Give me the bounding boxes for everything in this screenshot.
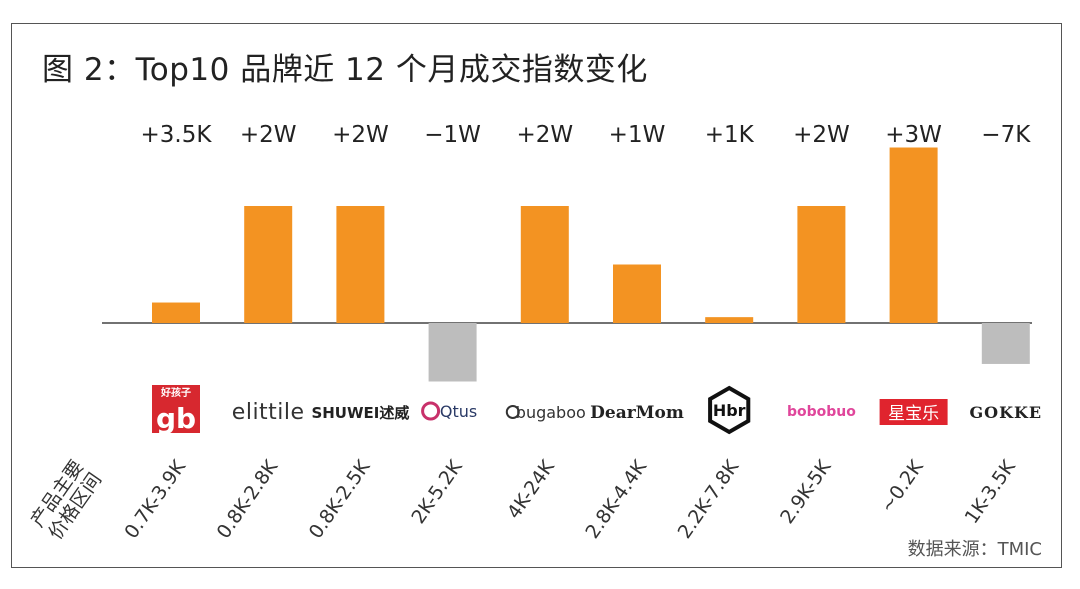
bar-1 <box>152 302 200 323</box>
value-label-9: +3W <box>885 122 942 148</box>
price-range-8: 2.9K-5K <box>776 456 836 528</box>
logo-qtus-text: Qtus <box>440 402 477 421</box>
value-label-6: +1W <box>609 122 666 148</box>
value-label-7: +1K <box>705 122 755 148</box>
bar-6 <box>613 264 661 323</box>
logo-dearmom: DearMom <box>590 403 684 423</box>
price-range-2: 0.8K-2.8K <box>213 456 283 543</box>
price-range-3: 0.8K-2.5K <box>305 456 375 543</box>
value-label-2: +2W <box>240 122 297 148</box>
logo-bugaboo: bugaboo <box>505 403 586 422</box>
logo-xingbaole-text: 星宝乐 <box>888 404 939 424</box>
price-range-6: 2.8K-4.4K <box>581 456 651 543</box>
value-label-10: −7K <box>981 122 1031 148</box>
value-label-1: +3.5K <box>141 122 213 148</box>
bar-7 <box>705 317 754 323</box>
bar-9 <box>889 147 938 323</box>
bar-5 <box>520 206 569 323</box>
price-range-4: 2K-5.2K <box>407 456 467 528</box>
logo-elittle: elittile <box>232 400 305 425</box>
logo-qtus-ring <box>421 401 441 421</box>
bar-4 <box>428 323 477 382</box>
value-label-5: +2W <box>516 122 573 148</box>
logo-hbr: Hbr <box>708 385 751 435</box>
logo-xingbaole: 星宝乐 <box>879 399 948 425</box>
logo-bugaboo-ring <box>505 405 520 419</box>
value-label-3: +2W <box>332 122 389 148</box>
bar-3 <box>336 206 385 323</box>
chart-frame <box>11 23 1062 568</box>
logo-gb-box <box>152 385 200 433</box>
logo-hbr-text: Hbr <box>713 401 746 420</box>
logo-shuwei-text: SHUWEI述威 <box>311 404 409 422</box>
bar-10 <box>981 323 1030 364</box>
logo-gb-text: gb <box>156 402 196 435</box>
price-range-1: 0.7K-3.9K <box>120 456 190 543</box>
logo-gb-cn: 好孩子 <box>160 386 191 399</box>
bar-8 <box>797 206 846 323</box>
logo-bugaboo-text: bugaboo <box>516 403 586 422</box>
logo-qtus: Qtus <box>421 401 477 421</box>
price-range-9: ~0.2K <box>876 456 928 517</box>
logo-shuwei: SHUWEI述威 <box>311 404 409 422</box>
logo-gb: 好孩子 gb <box>152 385 200 435</box>
logo-xingbaole-box <box>879 399 948 425</box>
bar-2 <box>244 206 293 323</box>
value-label-8: +2W <box>793 122 850 148</box>
value-label-4: −1W <box>424 122 481 148</box>
price-range-5: 4K-24K <box>503 456 559 523</box>
logo-hbr-hex <box>708 385 751 435</box>
chart-title: 图 2：Top10 品牌近 12 个月成交指数变化 <box>42 52 648 88</box>
data-source: 数据来源：TMIC <box>907 539 1042 560</box>
price-range-7: 2.2K-7.8K <box>674 456 744 543</box>
price-range-10: 1K-3.5K <box>961 456 1021 528</box>
logo-bobobuo: bobobuo <box>787 404 856 420</box>
logo-gokke: GOKKE <box>969 403 1042 422</box>
